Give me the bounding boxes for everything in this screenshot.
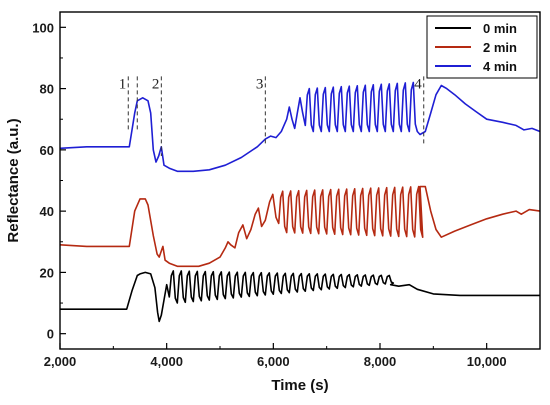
y-tick-label: 0	[47, 327, 54, 342]
marker-label: 4	[414, 76, 422, 92]
event-markers: 1 2 3 4	[119, 76, 425, 156]
y-tick-label: 40	[40, 204, 54, 219]
x-tick-label: 8,000	[364, 354, 397, 369]
y-tick-label: 20	[40, 265, 54, 280]
legend: 0 min 2 min 4 min	[426, 15, 538, 79]
x-tick-label: 10,000	[467, 354, 507, 369]
legend-label: 2 min	[483, 40, 517, 55]
marker-label: 2	[152, 76, 160, 92]
y-axis-label: Reflectance (a.u.)	[5, 118, 22, 242]
y-tick-label: 80	[40, 82, 54, 97]
legend-label: 0 min	[483, 21, 517, 36]
legend-box	[426, 15, 538, 79]
marker-label: 3	[256, 76, 264, 92]
x-tick-label: 6,000	[257, 354, 290, 369]
x-tick-label: 2,000	[44, 354, 77, 369]
y-tick-label: 100	[32, 20, 54, 35]
legend-label: 4 min	[483, 59, 517, 74]
axis-ticks: 2,000 4,000 6,000 8,000 10,000 0 20 40 60 80 100	[32, 20, 506, 369]
y-tick-label: 60	[40, 143, 54, 158]
series-line-1	[59, 185, 541, 268]
series-line-2	[59, 81, 541, 173]
marker-label: 1	[119, 76, 127, 92]
x-axis-label: Time (s)	[271, 377, 328, 394]
series-line-0	[60, 270, 540, 323]
series-lines	[59, 81, 541, 323]
x-tick-label: 4,000	[150, 354, 183, 369]
